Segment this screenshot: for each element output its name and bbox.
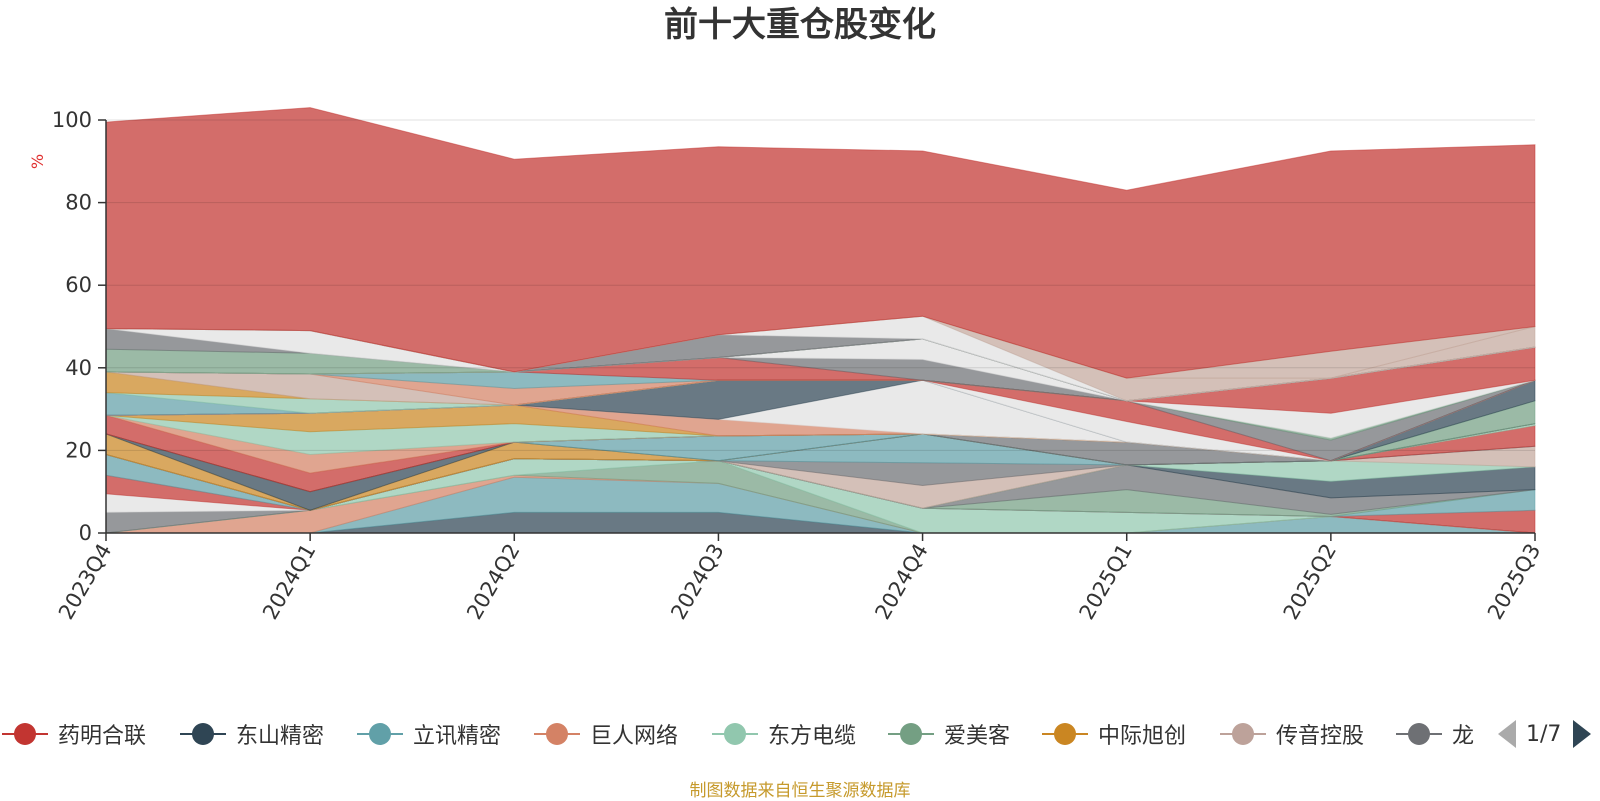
legend-next-page-icon[interactable] <box>1573 720 1592 748</box>
legend-marker-icon <box>1040 716 1090 752</box>
legend-label: 爱美客 <box>944 724 1011 749</box>
x-tick-label: 2025Q3 <box>1483 540 1545 624</box>
legend-label: 龙 <box>1452 724 1475 749</box>
legend-item[interactable]: 传音控股 <box>1218 716 1364 752</box>
y-tick-label: 80 <box>65 191 92 215</box>
x-tick-label: 2024Q3 <box>666 540 728 624</box>
x-tick-label: 2024Q4 <box>870 540 932 624</box>
x-tick-label: 2024Q2 <box>462 540 524 624</box>
y-tick-label: 20 <box>65 438 92 462</box>
legend-item[interactable]: 爱美客 <box>886 716 1010 752</box>
legend-label: 立讯精密 <box>413 724 502 749</box>
legend-label: 东方电缆 <box>768 724 857 749</box>
legend-item[interactable]: 药明合联 <box>0 716 146 752</box>
legend-label: 中际旭创 <box>1098 724 1187 749</box>
y-tick-label: 100 <box>52 108 92 132</box>
legend-label: 巨人网络 <box>590 724 679 749</box>
legend-page-indicator: 1/7 <box>1526 721 1562 747</box>
legend-item[interactable]: 东方电缆 <box>710 716 856 752</box>
legend-item[interactable]: 龙 <box>1394 716 1474 752</box>
y-tick-label: 40 <box>65 356 92 380</box>
legend-marker-icon <box>0 716 50 752</box>
y-tick-label: 0 <box>79 521 92 545</box>
legend-item[interactable]: 立讯精密 <box>355 716 501 752</box>
legend-label: 东山精密 <box>236 724 325 749</box>
legend-marker-icon <box>886 716 936 752</box>
legend-marker-icon <box>178 716 228 752</box>
legend-prev-page-icon[interactable] <box>1498 720 1516 748</box>
x-tick-label: 2025Q1 <box>1075 540 1137 624</box>
legend-label: 药明合联 <box>58 724 147 749</box>
area-series <box>105 107 1536 534</box>
legend-marker-icon <box>1394 716 1444 752</box>
legend-item[interactable]: 中际旭创 <box>1040 716 1186 752</box>
source-note: 制图数据来自恒生聚源数据库 <box>689 781 911 801</box>
legend-item[interactable]: 巨人网络 <box>532 716 678 752</box>
legend-pager: 1/7 <box>1498 716 1600 752</box>
legend-marker-icon <box>710 716 760 752</box>
chart-title: 前十大重仓股变化 <box>664 5 936 45</box>
stacked-area-chart: 0 20 40 60 80 100 2023Q4 2024Q1 2024Q2 2024Q3 2024… <box>52 107 1545 624</box>
legend-marker-icon <box>1218 716 1268 752</box>
x-tick-label: 2023Q4 <box>54 540 116 624</box>
legend-marker-icon <box>532 716 582 752</box>
legend: 药明合联 东山精密 立讯精密 巨人网络 东方电缆 爱美客 中际旭创 传音控股 龙 <box>0 716 1480 752</box>
x-tick-label: 2025Q2 <box>1279 540 1341 624</box>
legend-label: 传音控股 <box>1276 724 1365 749</box>
x-tick-label: 2024Q1 <box>258 540 320 624</box>
y-tick-label: 60 <box>65 273 92 297</box>
area-药明合联 <box>105 107 1536 379</box>
legend-item[interactable]: 东山精密 <box>178 716 324 752</box>
legend-marker-icon <box>355 716 405 752</box>
